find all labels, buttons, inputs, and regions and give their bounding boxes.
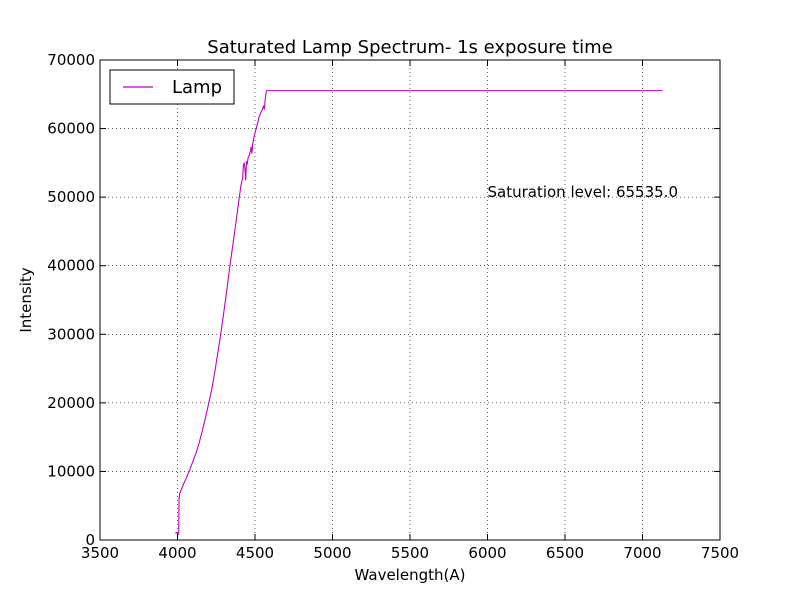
y-tick-label: 0 [85, 531, 95, 549]
x-tick-label: 4500 [236, 544, 274, 562]
x-axis-label: Wavelength(A) [355, 566, 466, 584]
legend: Lamp [109, 69, 235, 105]
x-tick-label: 4000 [158, 544, 196, 562]
x-tick-label: 7000 [623, 544, 661, 562]
series-layer [174, 90, 663, 536]
tick-layer: 3500 4000 4500 5000 5500 6000 6500 7000 7500 0 100… [47, 51, 739, 562]
y-tick-label: 70000 [47, 51, 95, 69]
x-tick-label: 3500 [81, 544, 119, 562]
x-tick-label: 6500 [546, 544, 584, 562]
y-tick-label: 20000 [47, 394, 95, 412]
y-tick-label: 30000 [47, 325, 95, 343]
y-tick-label: 40000 [47, 257, 95, 275]
x-tick-label: 5000 [313, 544, 351, 562]
x-tick-label: 7500 [701, 544, 739, 562]
x-tick-label: 5500 [391, 544, 429, 562]
legend-label-lamp: Lamp [172, 77, 222, 98]
x-tick-label: 6000 [468, 544, 506, 562]
y-tick-label: 10000 [47, 462, 95, 480]
y-tick-label: 60000 [47, 120, 95, 138]
saturation-annotation: Saturation level: 65535.0 [488, 183, 678, 201]
chart-title: Saturated Lamp Spectrum- 1s exposure tim… [207, 37, 612, 58]
y-axis-label: Intensity [17, 267, 35, 332]
y-tick-label: 50000 [47, 188, 95, 206]
grid-layer [100, 60, 720, 540]
series-line-lamp [174, 90, 663, 536]
